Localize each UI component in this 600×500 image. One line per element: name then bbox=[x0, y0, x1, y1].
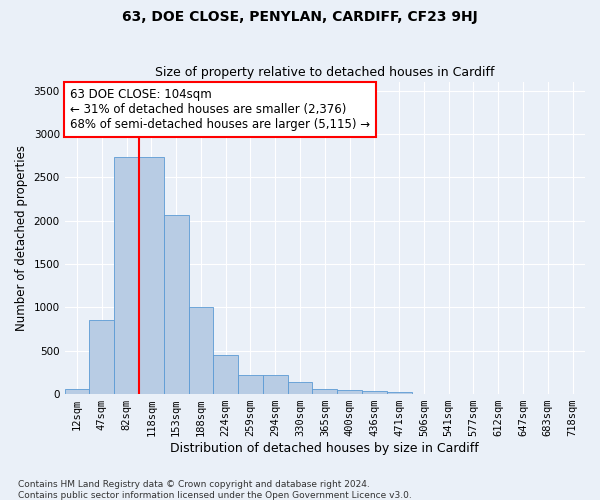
Bar bbox=[362, 391, 387, 394]
Bar bbox=[287, 382, 313, 394]
Bar bbox=[188, 306, 214, 394]
Text: Contains HM Land Registry data © Crown copyright and database right 2024.
Contai: Contains HM Land Registry data © Crown c… bbox=[18, 480, 412, 500]
Bar bbox=[238, 375, 263, 394]
Title: Size of property relative to detached houses in Cardiff: Size of property relative to detached ho… bbox=[155, 66, 494, 80]
Bar bbox=[313, 389, 337, 394]
Bar bbox=[214, 354, 238, 394]
Text: 63, DOE CLOSE, PENYLAN, CARDIFF, CF23 9HJ: 63, DOE CLOSE, PENYLAN, CARDIFF, CF23 9H… bbox=[122, 10, 478, 24]
Bar bbox=[337, 390, 362, 394]
Bar bbox=[65, 389, 89, 394]
Bar bbox=[263, 376, 287, 394]
Bar bbox=[139, 158, 164, 394]
Text: 63 DOE CLOSE: 104sqm
← 31% of detached houses are smaller (2,376)
68% of semi-de: 63 DOE CLOSE: 104sqm ← 31% of detached h… bbox=[70, 88, 370, 132]
Bar bbox=[89, 320, 114, 394]
X-axis label: Distribution of detached houses by size in Cardiff: Distribution of detached houses by size … bbox=[170, 442, 479, 455]
Bar bbox=[164, 214, 188, 394]
Bar bbox=[387, 392, 412, 394]
Bar bbox=[114, 158, 139, 394]
Y-axis label: Number of detached properties: Number of detached properties bbox=[15, 145, 28, 331]
